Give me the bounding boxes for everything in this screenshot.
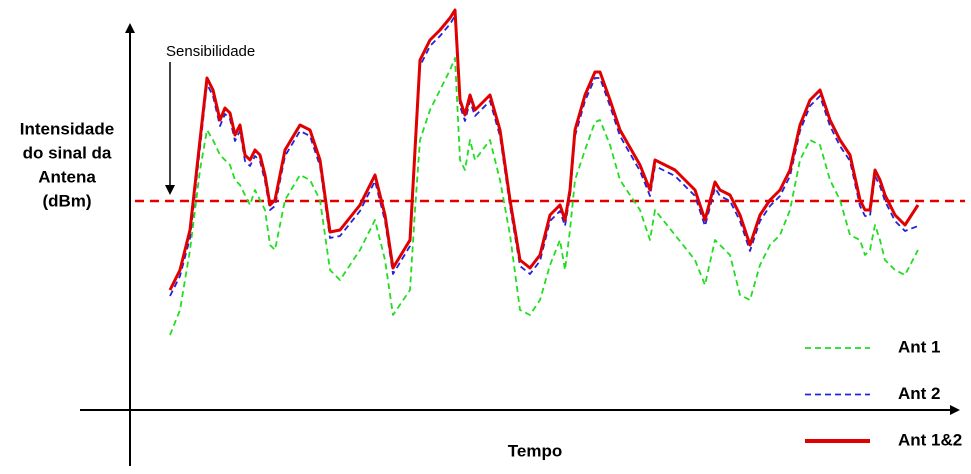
threshold-label: Sensibilidade	[166, 43, 255, 60]
legend-label: Ant 1&2	[898, 430, 962, 449]
series-line	[169, 15, 919, 297]
y-axis-label: Intensidade	[20, 119, 114, 138]
series-line	[169, 57, 919, 336]
legend-label: Ant 1	[898, 337, 941, 356]
legend-label: Ant 2	[898, 384, 941, 403]
y-axis-label: (dBm)	[42, 191, 91, 210]
y-axis-label: Antena	[38, 167, 96, 186]
x-axis-label: Tempo	[508, 441, 562, 460]
series-line	[168, 8, 920, 291]
y-axis-label: do sinal da	[23, 143, 112, 162]
